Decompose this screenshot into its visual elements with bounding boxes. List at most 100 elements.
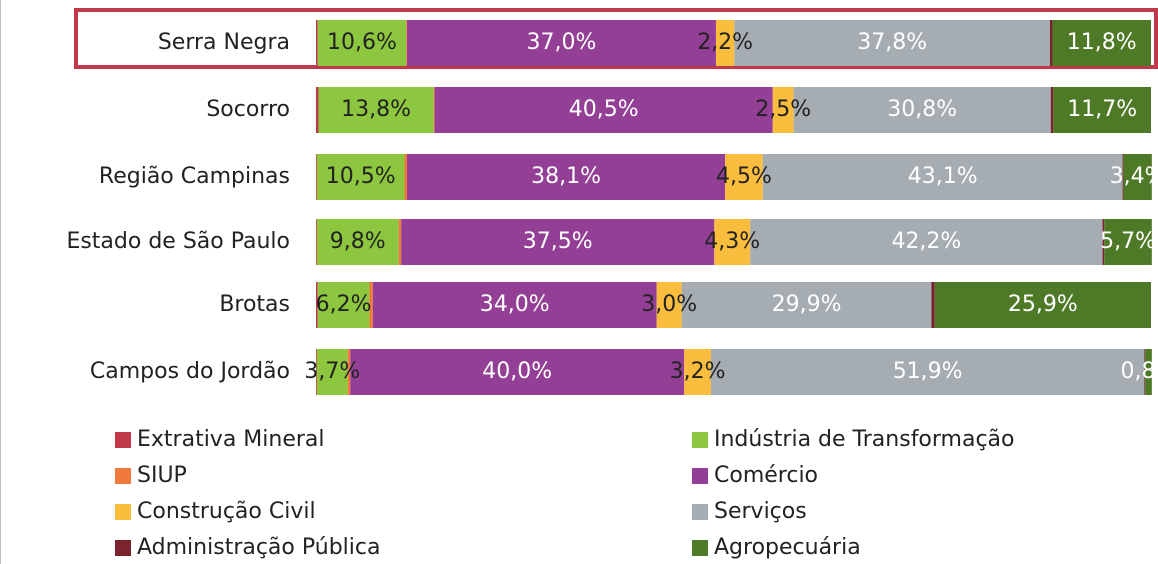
legend-swatch — [115, 504, 131, 520]
legend-label: Administração Pública — [137, 535, 380, 560]
legend-label: Agropecuária — [714, 535, 861, 560]
bar-segment — [407, 154, 726, 200]
bar-segment — [772, 87, 794, 133]
value-label: 42,2% — [891, 229, 961, 254]
category-label: Campos do Jordão — [90, 359, 290, 384]
value-label: 37,5% — [523, 229, 593, 254]
bar-segment — [734, 20, 1050, 66]
highlight-box — [74, 8, 1158, 69]
bar-segment — [350, 349, 685, 395]
legend-label: SIUP — [137, 463, 187, 488]
value-label: 11,7% — [1067, 97, 1137, 122]
bar-segment — [404, 154, 408, 200]
bar-segment — [316, 154, 405, 200]
bar-segment — [762, 154, 1123, 200]
bar-segment — [372, 282, 657, 328]
bar-segment — [750, 219, 1103, 265]
bar-segment — [1104, 219, 1152, 265]
bar-segment — [433, 87, 435, 133]
bar-segment — [715, 20, 735, 66]
legend-swatch — [115, 468, 131, 484]
value-label: 6,2% — [316, 292, 372, 317]
value-label: 3,0% — [641, 292, 697, 317]
category-label: Brotas — [219, 292, 290, 317]
bar-segment — [316, 87, 319, 133]
value-label: 37,0% — [527, 30, 597, 55]
value-label: 0,8% — [1121, 359, 1158, 384]
bar-segment — [1053, 87, 1151, 133]
value-label: 51,9% — [893, 359, 963, 384]
category-label: Socorro — [206, 97, 290, 122]
legend-swatch — [692, 432, 708, 448]
legend-label: Indústria de Transformação — [714, 427, 1015, 452]
category-label: Região Campinas — [99, 164, 290, 189]
legend-swatch — [115, 432, 131, 448]
bar-segment — [316, 219, 399, 265]
bar-segment — [316, 349, 317, 395]
bar-segment — [1102, 219, 1105, 265]
value-label: 4,3% — [704, 229, 760, 254]
category-label: Serra Negra — [158, 30, 290, 55]
value-label: 29,9% — [772, 292, 842, 317]
value-label: 9,8% — [330, 229, 386, 254]
value-label: 2,5% — [755, 97, 811, 122]
bar-segment — [316, 282, 318, 328]
bar-segment — [725, 154, 763, 200]
legend-label: Comércio — [714, 463, 818, 488]
value-label: 30,8% — [887, 97, 957, 122]
legend-swatch — [115, 540, 131, 556]
value-label: 3,2% — [670, 359, 726, 384]
bar-segment — [684, 349, 711, 395]
category-label: Estado de São Paulo — [66, 229, 290, 254]
value-label: 3,4% — [1110, 164, 1158, 189]
legend-label: Extrativa Mineral — [137, 427, 325, 452]
value-label: 10,6% — [327, 30, 397, 55]
value-label: 3,7% — [304, 359, 360, 384]
bar-segment — [1122, 154, 1124, 200]
value-label: 43,1% — [908, 164, 978, 189]
value-label: 2,2% — [697, 30, 753, 55]
value-label: 10,5% — [326, 164, 396, 189]
bar-segment — [369, 282, 373, 328]
bar-segment — [401, 219, 715, 265]
bar-segment — [407, 20, 716, 66]
bar-segment — [1052, 20, 1151, 66]
bar-segment — [681, 282, 932, 328]
bar-segment — [931, 282, 935, 328]
bar-segment — [316, 154, 317, 200]
bar-segment — [434, 87, 773, 133]
bar-segment — [1049, 20, 1053, 66]
bar-segment — [398, 219, 402, 265]
value-label: 5,7% — [1100, 229, 1156, 254]
value-label: 34,0% — [480, 292, 550, 317]
value-label: 13,8% — [341, 97, 411, 122]
bar-segment — [656, 282, 682, 328]
bar-segment — [1144, 349, 1146, 395]
bar-segment — [316, 219, 317, 265]
value-label: 11,8% — [1067, 30, 1137, 55]
bar-segment — [710, 349, 1145, 395]
value-label: 40,5% — [569, 97, 639, 122]
bar-segment — [347, 349, 351, 395]
bar-segment — [316, 349, 348, 395]
legend-swatch — [692, 468, 708, 484]
bar-segment — [714, 219, 751, 265]
legend-label: Construção Civil — [137, 499, 316, 524]
bar-segment — [934, 282, 1151, 328]
bar-segment — [406, 20, 408, 66]
legend-swatch — [692, 540, 708, 556]
bar-segment — [317, 282, 370, 328]
bar-segment — [793, 87, 1051, 133]
bar-segment — [317, 20, 407, 66]
value-label: 4,5% — [716, 164, 772, 189]
value-label: 25,9% — [1008, 292, 1078, 317]
legend-swatch — [692, 504, 708, 520]
bar-segment — [1050, 87, 1054, 133]
value-label: 38,1% — [531, 164, 601, 189]
bar-segment — [316, 20, 318, 66]
bar-segment — [1123, 154, 1152, 200]
bar-segment — [318, 87, 434, 133]
bar-segment — [1145, 349, 1152, 395]
legend-label: Serviços — [714, 499, 807, 524]
